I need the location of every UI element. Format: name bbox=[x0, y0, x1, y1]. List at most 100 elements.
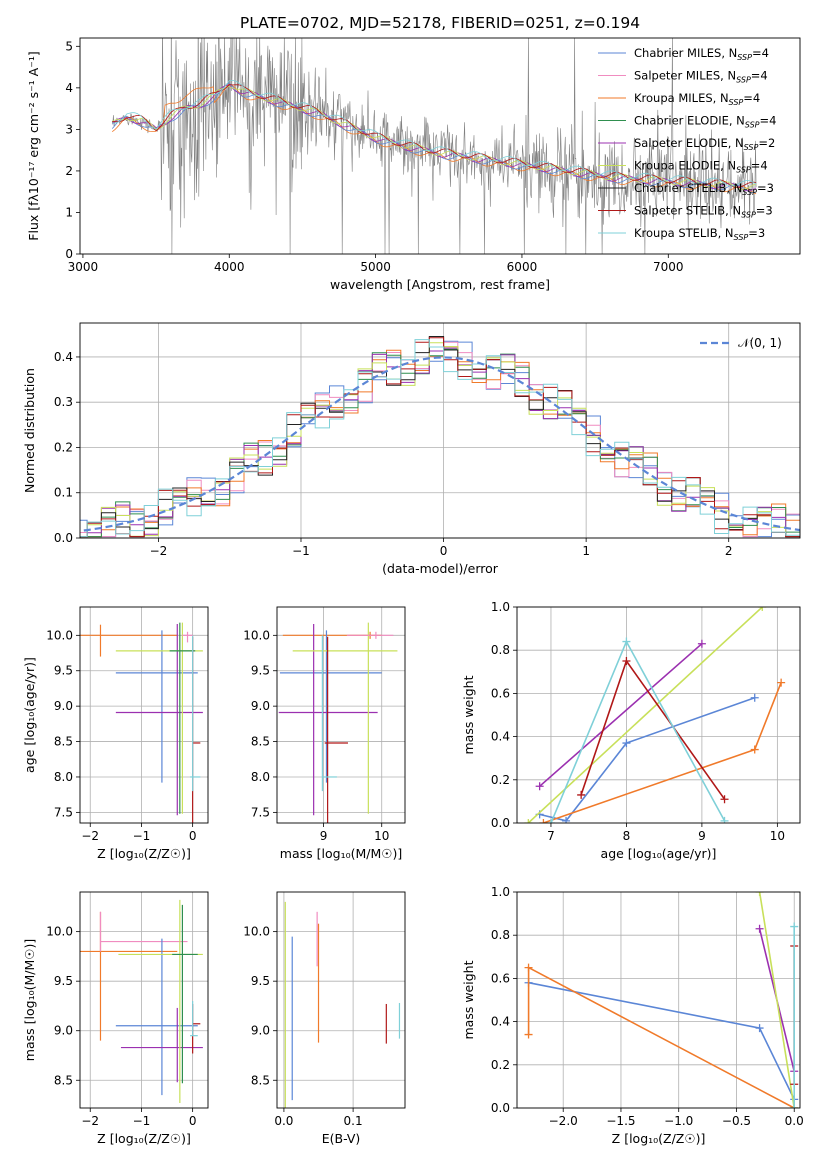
mass_vs_EBV-plot bbox=[284, 901, 401, 1108]
age_vs_Z-ytick-label: 7.5 bbox=[54, 805, 73, 819]
weight_vs_Z-ytick-label: 1.0 bbox=[491, 885, 510, 899]
mass_vs_EBV-xtick-label: 0.0 bbox=[274, 1114, 293, 1128]
spectrum-model-kroupa_stelib bbox=[112, 80, 757, 187]
weight_vs_Z-ytick-label: 0.8 bbox=[491, 928, 510, 942]
legend-label-main: Salpeter ELODIE, N bbox=[634, 136, 744, 150]
weight_vs_age-ytick-label: 0.8 bbox=[491, 643, 510, 657]
weight_vs_age-point-kroupa_elodie bbox=[524, 819, 533, 823]
mass_vs_EBV-ytick-label: 9.0 bbox=[251, 1024, 270, 1038]
weight_vs_Z-line-chabrier_miles bbox=[528, 981, 795, 1100]
weight_vs_age-ytick-label: 0.4 bbox=[491, 730, 510, 744]
residuals-ytick-label: 0.1 bbox=[54, 486, 73, 500]
weight_vs_Z-frame bbox=[516, 891, 801, 1109]
residuals-xtick-label: 1 bbox=[582, 544, 590, 558]
age_vs_Z-axes: −2 −1 0 7.5 8.0 8.5 9.0 9.5 10.0 Z [log₁₀(Z/Z☉)] a… bbox=[22, 607, 208, 861]
weight_vs_age-point-kroupa_miles bbox=[777, 678, 786, 687]
legend-label-chabrier_stelib: Chabrier STELIB, NSSP=3 bbox=[634, 181, 774, 197]
mass_vs_EBV-ytick-label: 9.5 bbox=[251, 974, 270, 988]
legend-label-suffix: =3 bbox=[756, 204, 773, 218]
legend-label-main: Chabrier ELODIE, N bbox=[634, 114, 745, 128]
mass_vs_Z-ytick-label: 9.5 bbox=[54, 974, 73, 988]
residuals-ylabel: Normed distribution bbox=[22, 368, 37, 493]
legend-label-kroupa_miles: Kroupa MILES, NSSP=4 bbox=[634, 91, 760, 107]
legend-label-suffix: =4 bbox=[752, 46, 769, 60]
legend-label-sub: SSP bbox=[729, 98, 744, 107]
mass_vs_Z-xtick-label: 0 bbox=[189, 1114, 197, 1128]
legend-label-chabrier_miles: Chabrier MILES, NSSP=4 bbox=[634, 46, 769, 62]
weight_vs_age-point-kroupa_stelib bbox=[720, 816, 729, 823]
legend-label-salpeter_miles: Salpeter MILES, NSSP=4 bbox=[634, 69, 768, 85]
spectrum-xtick-label: 4000 bbox=[214, 260, 245, 274]
weight_vs_age-line-salpeter_elodie bbox=[539, 643, 703, 787]
legend-label-kroupa_elodie: Kroupa ELODIE, NSSP=4 bbox=[634, 159, 768, 175]
weight_vs_age-point-chabrier_miles bbox=[750, 693, 759, 702]
weight_vs_Z-ytick-label: 0.0 bbox=[491, 1101, 510, 1115]
weight_vs_age-frame bbox=[516, 606, 801, 824]
legend-label-suffix: =4 bbox=[751, 69, 768, 83]
spectrum-legend: Chabrier MILES, NSSP=4 Salpeter MILES, NS… bbox=[598, 46, 776, 242]
weight_vs_age-point-salpeter_stelib bbox=[720, 795, 729, 804]
legend-label-suffix: =4 bbox=[743, 91, 760, 105]
legend-label-sub: SSP bbox=[734, 233, 749, 242]
spectrum-ytick-label: 5 bbox=[65, 39, 73, 53]
weight_vs_Z-point-chabrier_miles bbox=[755, 1024, 764, 1033]
legend-label-salpeter_stelib: Salpeter STELIB, NSSP=3 bbox=[634, 204, 773, 220]
age_vs_Z-xtick-label: −1 bbox=[133, 829, 151, 843]
mass_vs_Z-ytick-label: 8.5 bbox=[54, 1073, 73, 1087]
age_vs_mass-ytick-label: 9.5 bbox=[251, 664, 270, 678]
age_vs_Z-xlabel: Z [log₁₀(Z/Z☉)] bbox=[97, 846, 191, 861]
mass_vs_Z-xlabel: Z [log₁₀(Z/Z☉)] bbox=[97, 1131, 191, 1146]
mass_vs_EBV-ytick-label: 10.0 bbox=[243, 925, 270, 939]
spectrum-xtick-label: 5000 bbox=[360, 260, 391, 274]
spectrum-xtick-label: 6000 bbox=[507, 260, 538, 274]
mass_vs_Z-ytick-label: 9.0 bbox=[54, 1024, 73, 1038]
residuals-xlabel: (data-model)/error bbox=[382, 561, 499, 576]
mass_vs_EBV-xlabel: E(B-V) bbox=[322, 1131, 361, 1146]
mass_vs_EBV-xtick-label: 0.1 bbox=[344, 1114, 363, 1128]
weight_vs_age-ylabel: mass weight bbox=[461, 675, 476, 754]
weight_vs_age-xtick-label: 9 bbox=[698, 829, 706, 843]
spectrum-plot bbox=[111, 38, 757, 254]
spectrum-ytick-label: 1 bbox=[65, 205, 73, 219]
age_vs_Z-ytick-label: 9.0 bbox=[54, 699, 73, 713]
age_vs_mass-frame bbox=[276, 606, 406, 824]
age_vs_mass-ytick-label: 8.0 bbox=[251, 770, 270, 784]
age_vs_mass-ytick-label: 7.5 bbox=[251, 805, 270, 819]
residuals-ytick-label: 0.3 bbox=[54, 395, 73, 409]
spectrum-ytick-label: 4 bbox=[65, 81, 73, 95]
weight_vs_Z-point-kroupa_miles bbox=[524, 963, 533, 972]
weight_vs_age-ytick-label: 0.0 bbox=[491, 816, 510, 830]
age_vs_Z-ytick-label: 10.0 bbox=[46, 628, 73, 642]
age_vs_Z-ytick-label: 8.5 bbox=[54, 735, 73, 749]
weight_vs_age-line-kroupa_elodie bbox=[527, 607, 763, 823]
mass_vs_EBV-frame bbox=[276, 891, 406, 1109]
weight_vs_age-axes: 7 8 9 10 0.0 0.2 0.4 0.6 0.8 1.0 age [log₁₀(age/yr… bbox=[461, 600, 800, 861]
weight_vs_age-ytick-label: 0.6 bbox=[491, 686, 510, 700]
weight_vs_Z-axes: −2.0 −1.5 −1.0 −0.5 0.0 0.0 0.2 0.4 0.6 0.8 1.0 Z [… bbox=[461, 885, 804, 1146]
weight_vs_Z-point-kroupa_stelib bbox=[790, 922, 799, 931]
weight_vs_age-plot bbox=[524, 607, 786, 823]
age_vs_mass-plot bbox=[278, 622, 398, 823]
weight_vs_age-point-salpeter_stelib bbox=[622, 657, 631, 665]
weight_vs_age-xtick-label: 7 bbox=[547, 829, 555, 843]
spectrum-model-salpeter_stelib bbox=[112, 84, 757, 189]
mass_vs_EBV-axes: 0.0 0.1 8.5 9.0 9.5 10.0 E(B-V) bbox=[243, 892, 405, 1146]
legend-label-sub: SSP bbox=[736, 166, 751, 175]
weight_vs_age-line-kroupa_stelib bbox=[550, 639, 726, 823]
weight_vs_Z-xtick-label: −2.0 bbox=[549, 1114, 578, 1128]
weight_vs_age-point-chabrier_miles bbox=[562, 816, 571, 823]
weight_vs_age-point-kroupa_miles bbox=[750, 745, 759, 754]
residuals-ytick-label: 0.2 bbox=[54, 440, 73, 454]
legend-label-main: Kroupa MILES, N bbox=[634, 91, 729, 105]
weight_vs_age-point-kroupa_elodie bbox=[758, 607, 767, 611]
residuals-ytick-label: 0.4 bbox=[54, 350, 73, 364]
legend-label-sub: SSP bbox=[742, 188, 757, 197]
weight_vs_age-point-kroupa_miles bbox=[539, 819, 548, 823]
weight_vs_age-point-salpeter_stelib bbox=[577, 790, 586, 799]
weight_vs_age-point-salpeter_elodie bbox=[697, 639, 706, 648]
legend-label-main: Chabrier STELIB, N bbox=[634, 181, 742, 195]
age_vs_mass-xtick-label: 9 bbox=[320, 829, 328, 843]
residuals-plot bbox=[80, 336, 800, 538]
age_vs_Z-frame bbox=[79, 606, 209, 824]
legend-label-sub: SSP bbox=[741, 211, 756, 220]
